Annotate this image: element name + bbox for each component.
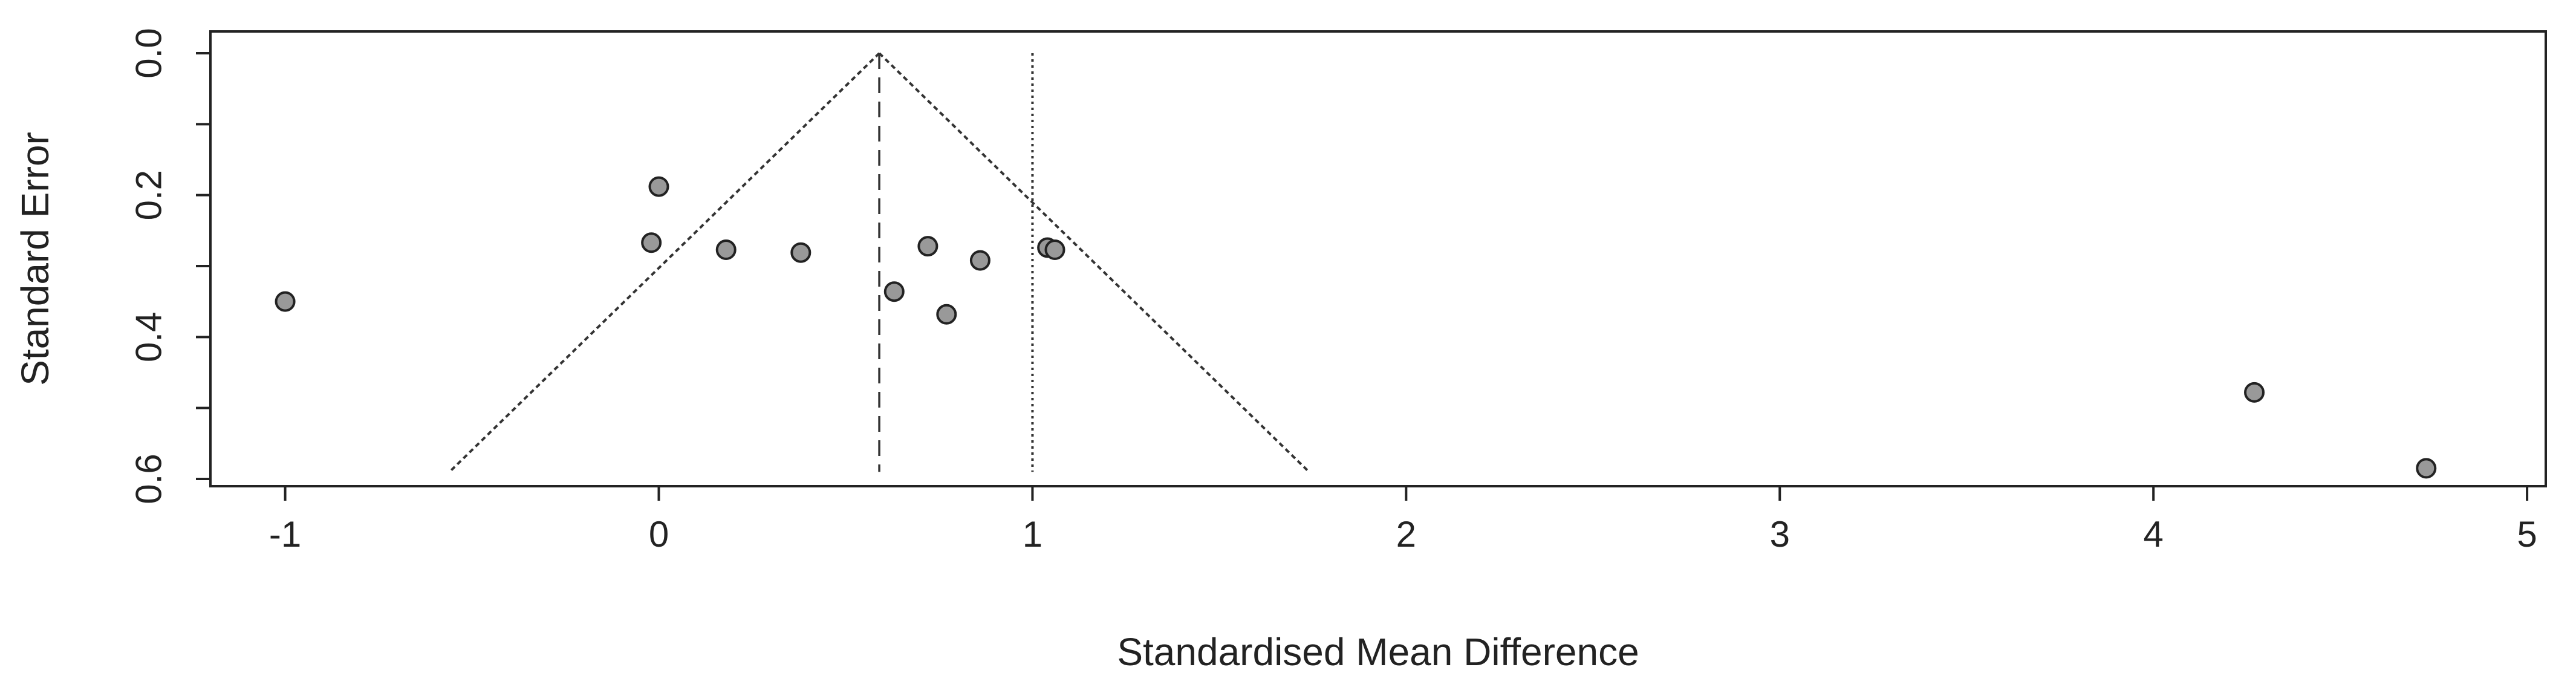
data-point-4 <box>790 242 812 263</box>
x-tick-label-6: 5 <box>2517 514 2537 555</box>
x-tick-label-3: 2 <box>1396 514 1416 555</box>
x-tick-label-1: 0 <box>649 514 669 555</box>
plot-area-frame <box>209 30 2547 487</box>
data-point-2 <box>648 176 669 197</box>
x-tick-label-0: -1 <box>269 514 301 555</box>
y-tick-label-6: 0.6 <box>129 454 169 504</box>
data-point-10 <box>1044 239 1065 261</box>
x-tick-label-4: 3 <box>1770 514 1790 555</box>
data-point-12 <box>2416 458 2437 479</box>
data-point-3 <box>715 239 737 261</box>
x-tick-label-2: 1 <box>1023 514 1042 555</box>
y-axis: 0.0 0.2 0.4 0.6 <box>129 28 212 504</box>
x-tick-label-5: 4 <box>2143 514 2163 555</box>
data-point-0 <box>275 291 296 312</box>
x-axis: -1 0 1 2 3 4 5 <box>269 485 2537 555</box>
y-tick-label-4: 0.4 <box>129 312 169 362</box>
points-layer <box>275 176 2437 479</box>
data-point-1 <box>641 232 662 253</box>
y-axis-title: Standard Error <box>13 132 57 386</box>
funnel-left-edge <box>449 52 880 473</box>
data-point-5 <box>883 281 905 302</box>
y-tick-label-2: 0.2 <box>129 170 169 220</box>
data-point-6 <box>917 236 938 257</box>
funnel-layer <box>449 52 1310 473</box>
funnel-right-edge <box>878 52 1310 473</box>
y-tick-label-0: 0.0 <box>129 28 169 78</box>
data-point-8 <box>969 250 990 271</box>
data-point-7 <box>936 304 957 325</box>
data-point-11 <box>2244 382 2265 403</box>
x-axis-title: Standardised Mean Difference <box>1117 630 1639 674</box>
